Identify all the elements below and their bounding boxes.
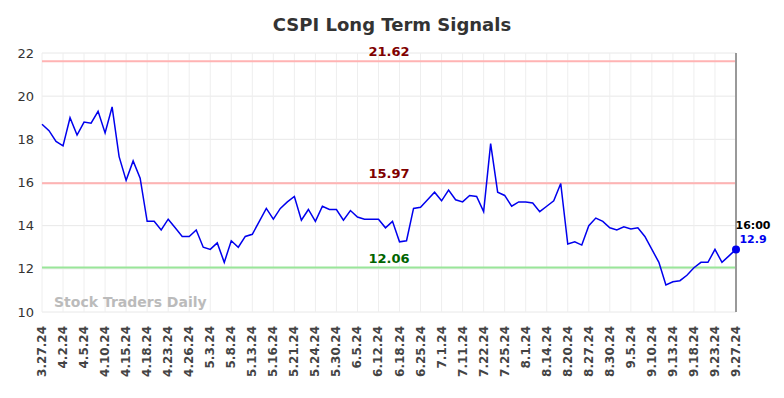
svg-text:22: 22: [17, 46, 34, 61]
svg-text:16:00: 16:00: [735, 219, 770, 232]
svg-text:9.18.24: 9.18.24: [687, 326, 701, 377]
svg-text:8.14.24: 8.14.24: [540, 326, 554, 377]
svg-text:16: 16: [17, 175, 34, 190]
svg-text:4.23.24: 4.23.24: [161, 326, 175, 377]
svg-text:21.62: 21.62: [368, 44, 409, 59]
svg-text:5.30.24: 5.30.24: [329, 326, 343, 377]
svg-text:9.23.24: 9.23.24: [708, 326, 722, 377]
svg-text:7.22.24: 7.22.24: [477, 326, 491, 377]
svg-text:5.3.24: 5.3.24: [203, 326, 217, 369]
svg-text:8.1.24: 8.1.24: [519, 326, 533, 369]
svg-text:14: 14: [17, 218, 34, 233]
svg-text:8.27.24: 8.27.24: [582, 326, 596, 377]
svg-text:12.06: 12.06: [368, 251, 409, 266]
svg-text:6.25.24: 6.25.24: [414, 326, 428, 377]
svg-text:4.5.24: 4.5.24: [77, 326, 91, 369]
svg-text:7.25.24: 7.25.24: [498, 326, 512, 377]
svg-text:10: 10: [17, 305, 34, 320]
svg-text:12: 12: [17, 261, 34, 276]
svg-text:5.13.24: 5.13.24: [245, 326, 259, 377]
svg-text:7.1.24: 7.1.24: [435, 326, 449, 369]
svg-text:4.18.24: 4.18.24: [140, 326, 154, 377]
svg-text:4.2.24: 4.2.24: [56, 326, 70, 369]
svg-text:9.27.24: 9.27.24: [729, 326, 743, 377]
svg-text:5.16.24: 5.16.24: [266, 326, 280, 377]
svg-text:4.15.24: 4.15.24: [119, 326, 133, 377]
html-text:CSPI Long Term Signals: CSPI Long Term Signals: [272, 14, 512, 35]
svg-text:8.30.24: 8.30.24: [603, 326, 617, 377]
svg-text:15.97: 15.97: [368, 166, 409, 181]
svg-text:4.10.24: 4.10.24: [98, 326, 112, 377]
svg-text:3.27.24: 3.27.24: [35, 326, 49, 377]
svg-text:8.20.24: 8.20.24: [561, 326, 575, 377]
svg-text:5.21.24: 5.21.24: [287, 326, 301, 377]
svg-text:9.10.24: 9.10.24: [645, 326, 659, 377]
svg-text:12.9: 12.9: [739, 233, 766, 246]
svg-text:7.11.24: 7.11.24: [456, 326, 470, 377]
svg-text:18: 18: [17, 132, 34, 147]
svg-text:6.12.24: 6.12.24: [371, 326, 385, 377]
svg-text:4.26.24: 4.26.24: [182, 326, 196, 377]
svg-text:9.5.24: 9.5.24: [624, 326, 638, 369]
html-text:Stock Traders Daily: Stock Traders Daily: [54, 294, 207, 310]
svg-text:6.18.24: 6.18.24: [393, 326, 407, 377]
svg-text:5.8.24: 5.8.24: [224, 326, 238, 369]
svg-text:5.24.24: 5.24.24: [308, 326, 322, 377]
svg-text:9.13.24: 9.13.24: [666, 326, 680, 377]
svg-text:20: 20: [17, 89, 34, 104]
svg-text:6.5.24: 6.5.24: [350, 326, 364, 369]
